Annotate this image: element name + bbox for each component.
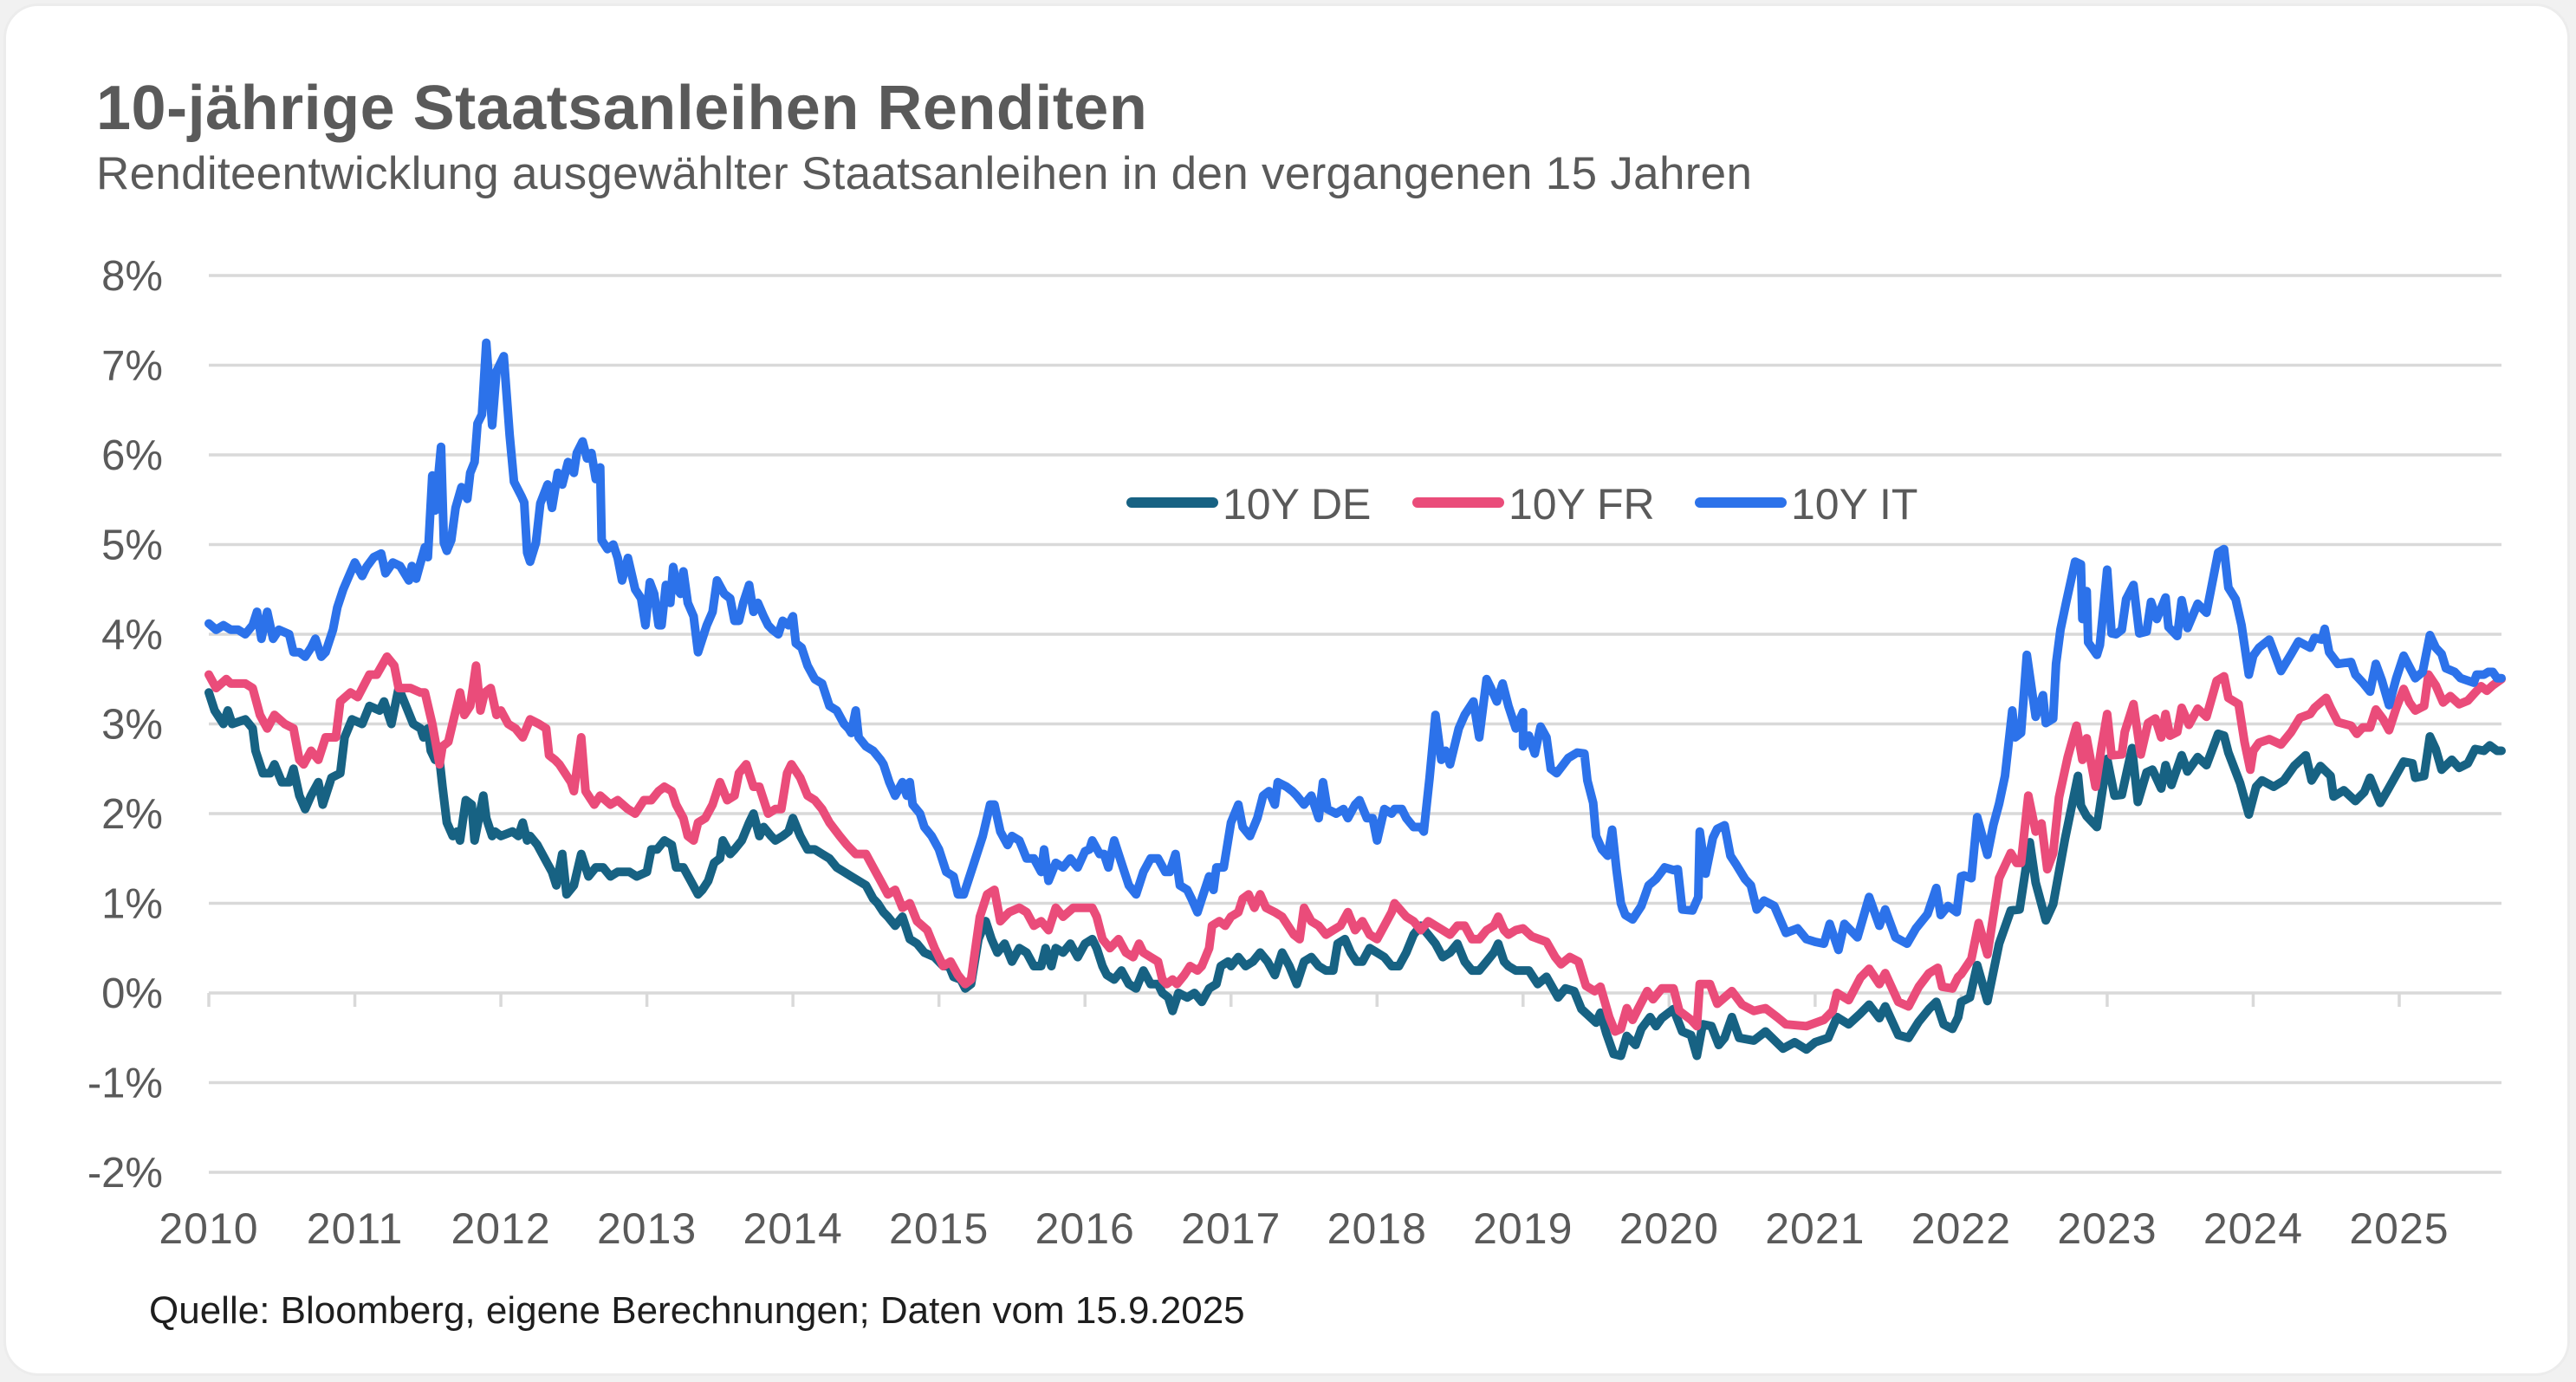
series-line-10y-de — [204, 684, 2506, 1061]
x-tick-label: 2022 — [1911, 1204, 2011, 1253]
x-tick-label: 2018 — [1327, 1204, 1427, 1253]
y-tick-label: -1% — [88, 1061, 163, 1107]
chart-card — [3, 3, 2570, 1376]
legend-item-10y-de: 10Y DE — [1126, 480, 1371, 529]
y-tick-label: 5% — [101, 522, 163, 569]
x-axis: 2010 2011 2012 2013 2014 2015 2016 2017 2018 2019… — [159, 993, 2449, 1253]
x-tick-label: 2025 — [2349, 1204, 2449, 1253]
y-tick-label: 2% — [101, 791, 163, 838]
y-tick-label: 8% — [101, 253, 163, 300]
x-tick-label: 2014 — [743, 1204, 843, 1253]
x-tick-label: 2021 — [1765, 1204, 1865, 1253]
x-tick-label: 2010 — [159, 1204, 258, 1253]
source-note: Quelle: Bloomberg, eigene Berechnungen; … — [149, 1289, 1245, 1332]
x-tick-label: 2017 — [1181, 1204, 1281, 1253]
x-tick-label: 2015 — [889, 1204, 989, 1253]
y-tick-label: 0% — [101, 970, 163, 1017]
x-tick-label: 2013 — [597, 1204, 697, 1253]
x-tick-label: 2016 — [1035, 1204, 1135, 1253]
x-tick-label: 2012 — [451, 1204, 550, 1253]
legend: 10Y DE 10Y FR 10Y IT — [1126, 480, 1917, 529]
y-tick-label: 3% — [101, 702, 163, 749]
y-tick-label: -2% — [88, 1150, 163, 1197]
y-tick-label: 7% — [101, 343, 163, 390]
y-tick-label: 4% — [101, 612, 163, 659]
legend-item-10y-it: 10Y IT — [1695, 480, 1917, 529]
x-tick-label: 2019 — [1473, 1204, 1573, 1253]
x-tick-label: 2020 — [1619, 1204, 1719, 1253]
y-tick-label: 1% — [101, 881, 163, 928]
x-tick-label: 2024 — [2203, 1204, 2303, 1253]
legend-label: 10Y DE — [1223, 480, 1371, 529]
y-tick-label: 6% — [101, 432, 163, 479]
chart-subtitle: Renditeentwicklung ausgewählter Staatsan… — [96, 148, 1753, 199]
series-line-10y-it — [204, 338, 2506, 955]
series-line-10y-fr — [204, 652, 2506, 1036]
legend-label: 10Y IT — [1791, 480, 1917, 529]
chart-title: 10-jährige Staatsanleihen Renditen — [96, 74, 1148, 143]
x-tick-label: 2023 — [2057, 1204, 2157, 1253]
legend-item-10y-fr: 10Y FR — [1412, 480, 1655, 529]
x-tick-label: 2011 — [307, 1204, 404, 1253]
series-lines — [204, 338, 2506, 1061]
legend-label: 10Y FR — [1509, 480, 1655, 529]
y-axis: 8% 7% 6% 5% 4% 3% 2% 1% 0% -1% -2% — [88, 253, 163, 1197]
